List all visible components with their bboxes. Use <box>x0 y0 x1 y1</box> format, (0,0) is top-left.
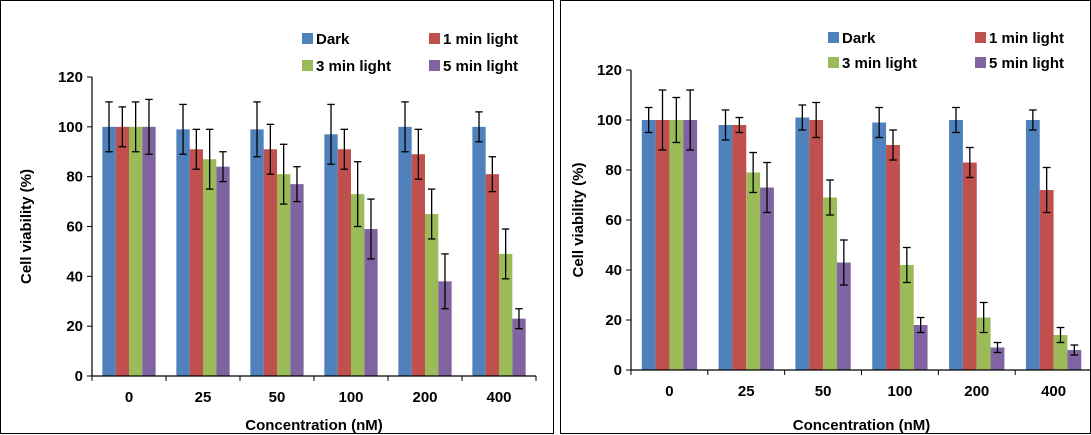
x-tick-label: 200 <box>412 389 437 406</box>
bar <box>324 134 338 376</box>
bar <box>732 125 747 370</box>
x-tick-label: 100 <box>338 389 363 406</box>
bar <box>1053 335 1068 370</box>
chart-right: 0 20 40 60 80 100 120 0 25 50 100 200 400 Concentrati… <box>570 30 1091 434</box>
bar <box>512 318 526 376</box>
bar <box>142 126 156 376</box>
bar <box>176 129 190 376</box>
legend-label: 3 min light <box>842 55 917 72</box>
y-tick-label: 0 <box>75 368 83 385</box>
chart-left-panel: 0 20 40 60 80 100 120 0 25 50 100 200 400 Concentrati… <box>0 0 554 434</box>
legend-swatch <box>975 57 986 68</box>
bar <box>872 122 887 370</box>
bar <box>203 159 217 376</box>
legend-swatch <box>302 60 313 71</box>
bar <box>809 120 824 370</box>
legend-label: 5 min light <box>443 58 518 75</box>
bar <box>1025 120 1040 370</box>
x-tick-label: 25 <box>195 389 212 406</box>
bar <box>290 184 304 376</box>
bar <box>351 194 365 376</box>
y-tick-label: 120 <box>58 69 83 86</box>
x-tick-label: 100 <box>887 383 912 400</box>
bar <box>189 149 203 376</box>
bar <box>250 129 264 376</box>
y-tick-label: 100 <box>597 112 622 129</box>
bar <box>472 126 486 376</box>
bar <box>795 117 810 370</box>
y-tick-label: 100 <box>58 119 83 136</box>
bar <box>337 149 351 376</box>
chart-left: 0 20 40 60 80 100 120 0 25 50 100 200 400 Concentrati… <box>18 31 537 434</box>
y-tick-label: 0 <box>614 362 622 379</box>
bar <box>641 120 656 370</box>
y-tick-label: 40 <box>605 262 622 279</box>
bar <box>760 187 774 370</box>
legend-swatch <box>975 32 986 43</box>
bar <box>655 120 670 370</box>
x-tick-label: 400 <box>1041 383 1066 400</box>
bar <box>499 253 513 376</box>
bar <box>438 281 452 376</box>
x-tick-label: 0 <box>125 389 133 406</box>
y-tick-label: 60 <box>66 219 83 236</box>
x-tick-label: 0 <box>665 383 673 400</box>
legend-label: 1 min light <box>443 31 518 48</box>
legend-swatch <box>828 32 839 43</box>
legend-swatch <box>302 33 313 44</box>
x-axis-title: Concentration (nM) <box>245 417 382 434</box>
legend-label: Dark <box>316 31 350 48</box>
bar <box>216 166 230 376</box>
bar <box>718 125 733 370</box>
bar <box>746 172 761 370</box>
bar <box>364 228 378 376</box>
bar <box>962 162 977 370</box>
bar <box>485 174 499 376</box>
bar <box>129 126 143 376</box>
x-tick-label: 400 <box>486 389 511 406</box>
legend-label: Dark <box>842 30 876 47</box>
legend-swatch <box>828 57 839 68</box>
bar <box>669 120 684 370</box>
y-tick-label: 40 <box>66 268 83 285</box>
legend-label: 3 min light <box>316 58 391 75</box>
y-tick-label: 20 <box>66 318 83 335</box>
y-tick-label: 60 <box>605 212 622 229</box>
y-tick-label: 120 <box>597 62 622 79</box>
bar <box>976 317 991 370</box>
x-tick-label: 200 <box>964 383 989 400</box>
bar <box>411 154 425 376</box>
bar <box>398 126 412 376</box>
y-tick-label: 80 <box>66 169 83 186</box>
y-tick-label: 80 <box>605 162 622 179</box>
bar <box>1039 190 1054 370</box>
legend-swatch <box>429 60 440 71</box>
legend-label: 1 min light <box>989 30 1064 47</box>
legend-label: 5 min light <box>989 55 1064 72</box>
bar <box>823 197 837 370</box>
bar <box>949 120 963 370</box>
bar <box>836 262 851 370</box>
y-axis-title: Cell viability (%) <box>18 169 35 284</box>
x-tick-label: 25 <box>738 383 755 400</box>
bar <box>899 265 914 370</box>
bar <box>277 174 291 376</box>
bar <box>886 145 900 370</box>
bar <box>102 126 116 376</box>
chart-right-panel: 0 20 40 60 80 100 120 0 25 50 100 200 400 Concentrati… <box>560 0 1091 434</box>
x-tick-label: 50 <box>269 389 286 406</box>
y-axis-title: Cell viability (%) <box>570 162 587 277</box>
bar <box>913 325 928 370</box>
x-tick-label: 50 <box>815 383 832 400</box>
bar <box>425 214 439 376</box>
legend-swatch <box>429 33 440 44</box>
bar <box>115 126 129 376</box>
y-tick-label: 20 <box>605 312 622 329</box>
bar <box>263 149 277 376</box>
bar <box>683 120 698 370</box>
x-axis-title: Concentration (nM) <box>793 417 930 434</box>
